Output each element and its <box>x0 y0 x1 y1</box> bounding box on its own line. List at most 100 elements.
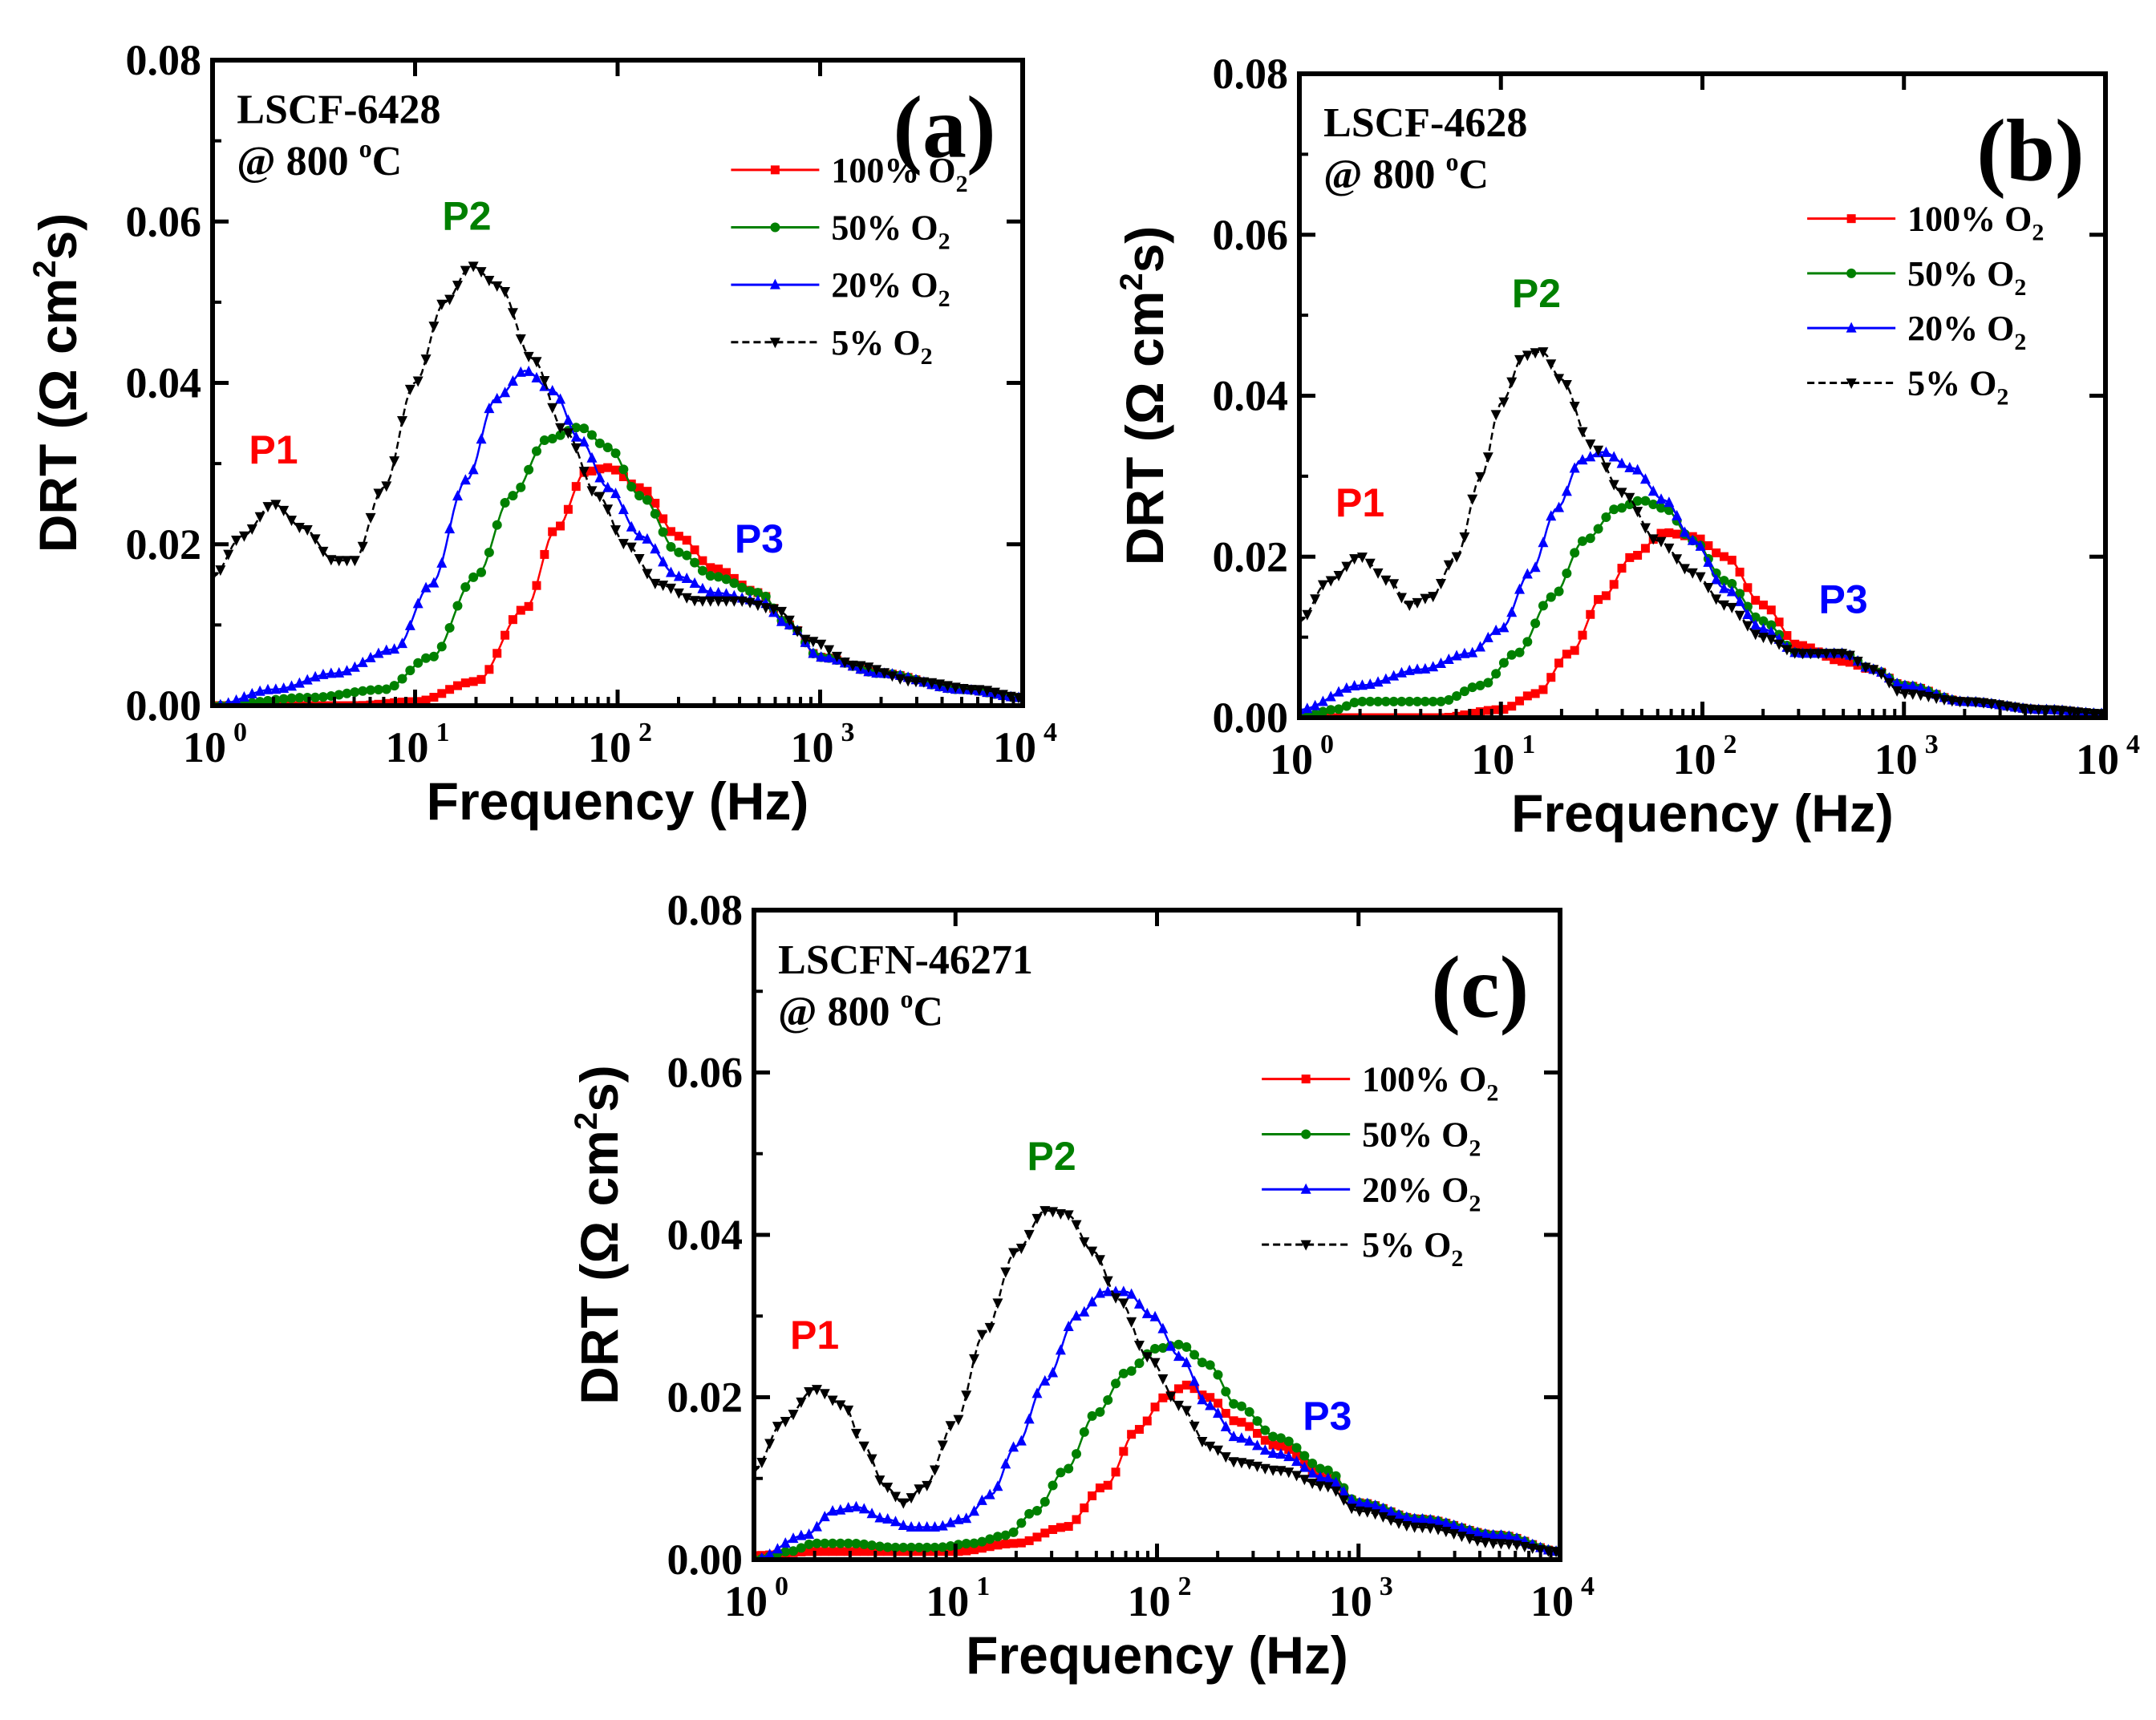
peak-label-p2: P2 <box>442 193 491 238</box>
marker-triangle-down <box>1048 1207 1059 1218</box>
marker-triangle-up <box>334 666 345 678</box>
marker-square <box>1009 1539 1019 1548</box>
marker-circle <box>500 497 510 508</box>
marker-triangle-up <box>1506 606 1518 617</box>
marker-square <box>812 1547 821 1556</box>
marker-circle <box>642 495 652 505</box>
marker-circle <box>977 1536 987 1547</box>
marker-triangle-down <box>784 615 795 626</box>
marker-circle <box>1299 1451 1310 1461</box>
marker-circle <box>286 693 297 703</box>
y-title-sup: 2 <box>569 1112 604 1130</box>
marker-triangle-up <box>1750 619 1761 630</box>
legend-label-sub: 2 <box>2014 329 2026 355</box>
marker-triangle-down <box>1362 1507 1373 1518</box>
marker-triangle-down <box>1396 593 1407 604</box>
marker-triangle-up <box>811 1520 822 1532</box>
marker-circle <box>1530 618 1541 629</box>
marker-square <box>492 649 502 658</box>
legend-label: 20% O2 <box>1907 309 2026 355</box>
series-group <box>1299 347 2105 718</box>
marker-triangle-down <box>1079 1237 1090 1249</box>
marker-triangle-down <box>1441 1527 1452 1538</box>
marker-triangle-down <box>1781 645 1793 656</box>
marker-circle <box>1538 601 1548 611</box>
marker-triangle-up <box>365 651 376 662</box>
marker-triangle-up <box>1577 454 1588 465</box>
legend-label-sub: 2 <box>921 343 933 370</box>
marker-triangle-down <box>1087 1246 1098 1257</box>
temp-part: C <box>372 139 403 184</box>
x-tick-exp: 1 <box>1522 730 1535 759</box>
marker-square <box>468 677 478 686</box>
marker-square <box>1798 641 1808 650</box>
y-tick-label: 0.08 <box>667 886 744 934</box>
marker-triangle-up <box>705 586 716 597</box>
marker-triangle-down <box>992 1298 1003 1309</box>
marker-circle <box>1252 1416 1262 1427</box>
temp-part: C <box>1459 152 1489 197</box>
marker-triangle-down <box>223 549 234 561</box>
marker-triangle-down <box>246 524 257 536</box>
marker-circle <box>1554 586 1564 597</box>
series-line <box>213 466 1023 706</box>
marker-triangle-up <box>484 403 495 414</box>
marker-triangle-up <box>890 1516 901 1527</box>
marker-square <box>1735 567 1745 577</box>
marker-circle <box>788 1546 799 1556</box>
marker-triangle-up <box>444 523 456 534</box>
marker-circle <box>906 1542 917 1552</box>
marker-triangle-up <box>1608 451 1619 462</box>
marker-triangle-up <box>1259 1444 1270 1455</box>
x-tick-base: 10 <box>183 723 226 771</box>
marker-triangle-up <box>626 520 637 532</box>
marker-circle <box>1365 696 1376 706</box>
marker-triangle-up <box>1757 623 1769 634</box>
marker-triangle-down <box>808 637 819 648</box>
marker-triangle-up <box>1412 663 1423 674</box>
marker-triangle-down <box>1315 1481 1326 1492</box>
marker-triangle-down <box>1593 445 1604 456</box>
marker-circle <box>737 582 748 593</box>
marker-triangle-down <box>492 281 503 292</box>
marker-circle <box>579 423 590 434</box>
marker-circle <box>1095 1406 1105 1417</box>
marker-triangle-up <box>586 451 598 463</box>
marker-square <box>1719 552 1728 561</box>
marker-triangle-up <box>1310 699 1321 710</box>
marker-triangle-down <box>215 565 226 577</box>
marker-triangle-up <box>555 393 566 404</box>
marker-triangle-up <box>843 1502 854 1513</box>
marker-triangle-down <box>523 351 534 362</box>
marker-triangle-down <box>1498 397 1510 408</box>
marker-triangle-up <box>246 687 257 698</box>
marker-triangle-down <box>1464 1534 1475 1545</box>
marker-square <box>1633 550 1643 560</box>
marker-circle <box>1118 1368 1129 1378</box>
marker-triangle-up <box>1377 1502 1388 1513</box>
marker-triangle-up <box>1428 661 1439 672</box>
marker-circle <box>1150 1344 1161 1354</box>
marker-triangle-down <box>666 583 677 594</box>
marker-triangle-up <box>1424 1513 1436 1524</box>
marker-triangle-up <box>1325 690 1336 702</box>
marker-triangle-down <box>1338 1495 1349 1506</box>
marker-triangle-down <box>1962 697 1973 708</box>
marker-square <box>476 674 486 684</box>
y-title-part: DRT (Ω cm <box>1115 291 1174 566</box>
marker-triangle-up <box>874 1512 886 1523</box>
marker-triangle-down <box>1323 1482 1334 1493</box>
marker-triangle-up <box>1482 631 1493 642</box>
y-title-part: DRT (Ω cm <box>28 278 87 553</box>
x-axis-title: Frequency (Hz) <box>1511 783 1894 843</box>
marker-triangle-up <box>961 1512 972 1524</box>
marker-triangle-down <box>1821 649 1832 660</box>
marker-triangle-up <box>1236 1432 1247 1443</box>
legend-label: 5% O2 <box>831 323 932 370</box>
marker-triangle-down <box>1404 600 1415 611</box>
marker-triangle-down <box>562 428 573 439</box>
marker-triangle-down <box>764 1439 776 1450</box>
marker-triangle-down <box>1349 554 1360 565</box>
marker-triangle-down <box>1236 1458 1247 1469</box>
